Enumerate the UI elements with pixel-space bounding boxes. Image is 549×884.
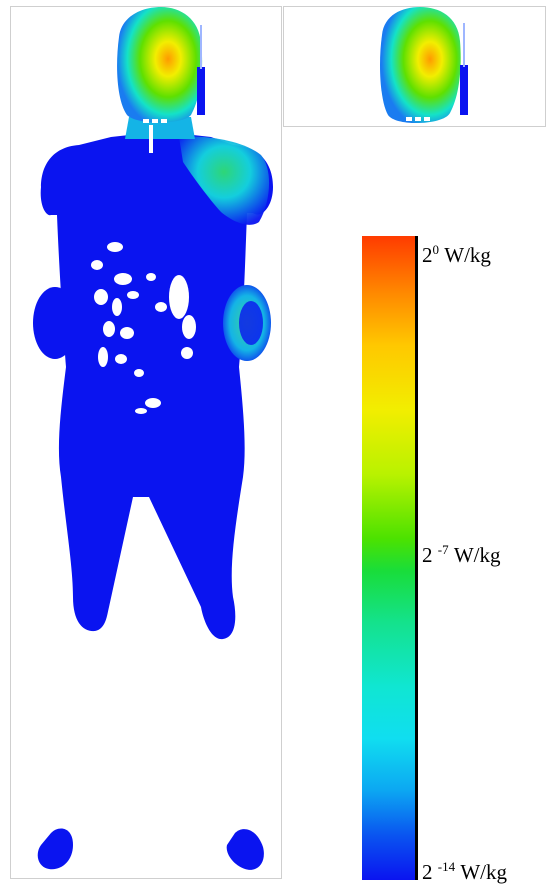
head-sar-hotspot bbox=[117, 7, 203, 123]
inset-head-shape bbox=[380, 7, 461, 124]
inset-mini-colorbar bbox=[460, 65, 468, 115]
colorbar-mid-base: 2 bbox=[422, 543, 433, 567]
colorbar-max-label: 20 W/kg bbox=[422, 243, 491, 266]
colorbar-max-unit: W/kg bbox=[444, 243, 491, 267]
colorbar-mid-label: 2 -7 W/kg bbox=[422, 543, 501, 566]
colorbar-min-label: 2 -14 W/kg bbox=[422, 860, 507, 883]
full-body-panel bbox=[10, 6, 282, 879]
left-hand bbox=[33, 287, 77, 359]
head-closeup-sar-map bbox=[380, 7, 468, 124]
right-shoulder-hotspot bbox=[179, 136, 270, 225]
head-mini-colorbar bbox=[197, 67, 205, 115]
inset-chin-marks bbox=[406, 117, 430, 121]
chin-marks bbox=[143, 119, 167, 153]
full-body-sar-map bbox=[33, 7, 273, 870]
neck-shape bbox=[125, 117, 195, 139]
right-hand-inner bbox=[239, 301, 263, 345]
colorbar-mid-unit: W/kg bbox=[453, 543, 501, 567]
colorbar-min-exponent: -14 bbox=[437, 859, 456, 874]
right-foot bbox=[226, 829, 264, 870]
colorbar-min-unit: W/kg bbox=[460, 860, 507, 884]
head-mini-colorbar-stem bbox=[200, 25, 202, 69]
colorbar-min-base: 2 bbox=[422, 860, 433, 884]
colorbar-max-exponent: 0 bbox=[432, 242, 440, 257]
colorbar-mid-exponent: -7 bbox=[437, 542, 449, 557]
left-foot bbox=[37, 828, 73, 870]
sar-colorbar bbox=[362, 236, 418, 880]
colorbar-max-base: 2 bbox=[422, 243, 433, 267]
organ-cavities bbox=[91, 242, 196, 414]
inset-mini-colorbar-stem bbox=[463, 23, 465, 67]
head-closeup-panel bbox=[283, 6, 546, 127]
